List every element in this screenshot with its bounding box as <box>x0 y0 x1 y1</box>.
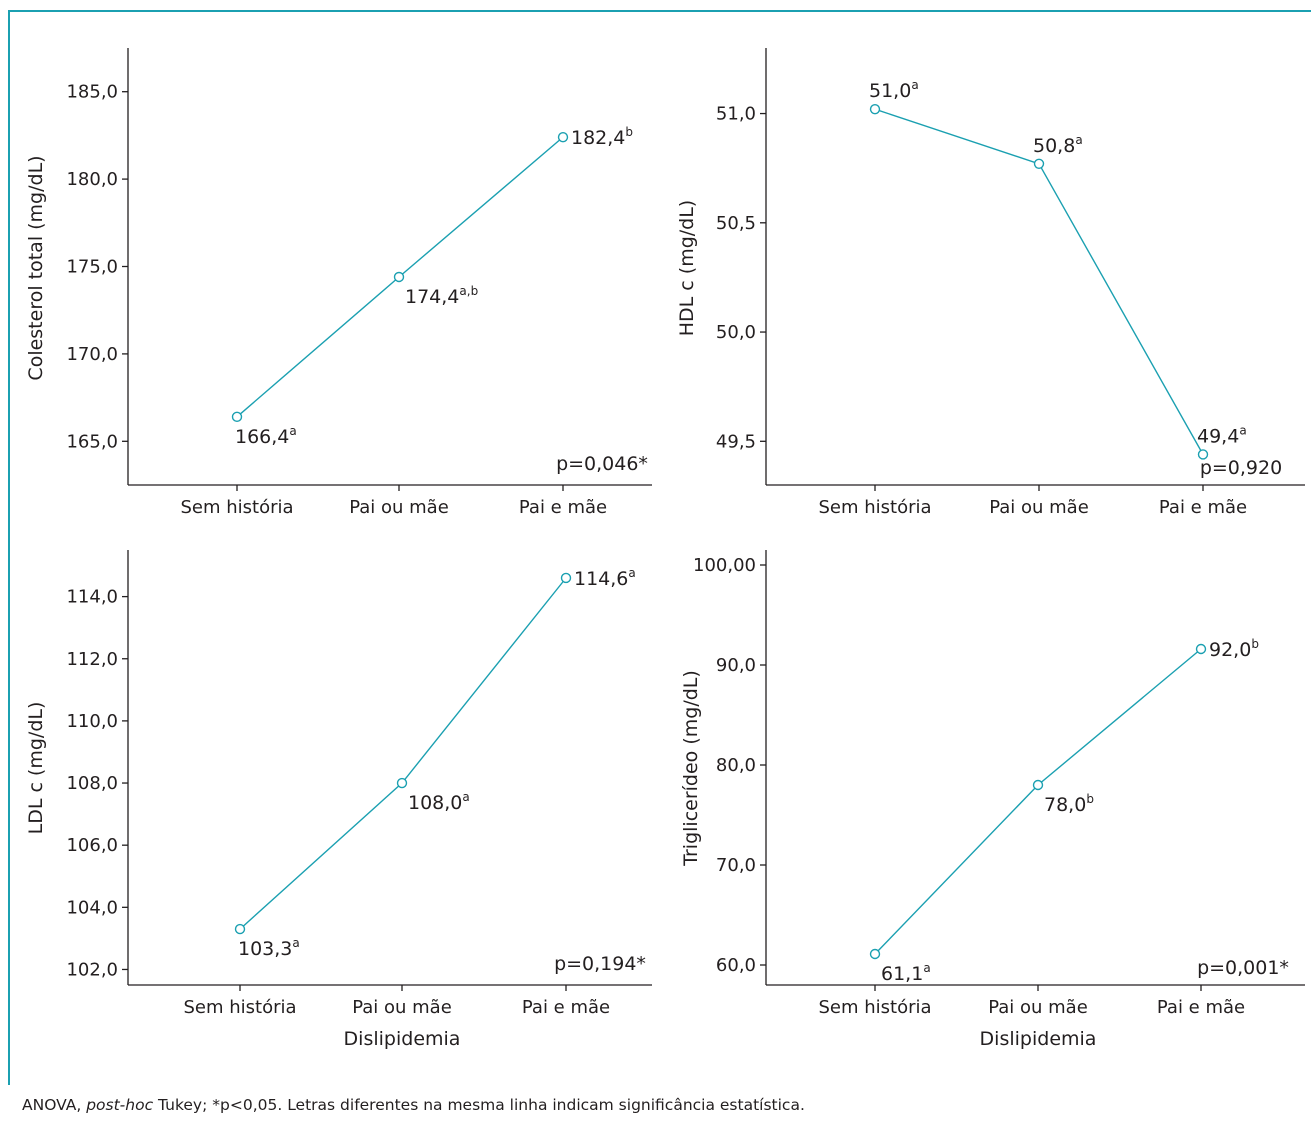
series-line <box>239 577 567 930</box>
y-tick-label: 106,0 <box>66 835 118 856</box>
chart-panel-1: 165,0 170,0 175,0 180,0 185,0 Sem história Pai… <box>25 48 652 518</box>
data-label: 174,4a,b <box>405 284 478 308</box>
data-label: 108,0a <box>408 790 470 814</box>
p-value-label: p=0,046* <box>556 453 648 475</box>
y-tick-label: 165,0 <box>66 431 118 452</box>
y-tick-label: 114,0 <box>66 587 118 608</box>
x-tick-label: Pai ou mãe <box>988 997 1088 1018</box>
footnote-part1: ANOVA, <box>22 1096 87 1114</box>
data-point <box>869 948 881 960</box>
x-tick-label: Sem história <box>818 997 931 1018</box>
chart-panel-3: 102,0 104,0 106,0 108,0 110,0 112,0 114,0 Sem h… <box>25 550 652 1050</box>
data-label-superscript: a <box>1239 423 1246 437</box>
x-tick-label: Pai e mãe <box>1159 497 1247 518</box>
data-point <box>396 777 408 789</box>
y-tick-label: 90,0 <box>716 655 756 676</box>
data-label-superscript: a <box>923 961 930 975</box>
x-tick-label: Pai ou mãe <box>989 497 1089 518</box>
data-label: 103,3a <box>238 936 300 960</box>
chart-panel-2: 49,5 50,0 50,5 51,0 Sem história Pai ou mãe Pa… <box>676 48 1305 518</box>
figure-frame <box>8 10 1311 1085</box>
x-tick-label: Pai e mãe <box>519 497 607 518</box>
x-tick-label: Pai e mãe <box>1157 997 1245 1018</box>
y-tick-label: 112,0 <box>66 649 118 670</box>
data-point <box>1195 643 1207 655</box>
data-point <box>234 923 246 935</box>
data-label-superscript: a <box>289 424 296 438</box>
data-label-superscript: a <box>911 78 918 92</box>
y-tick-label: 49,5 <box>716 431 756 452</box>
y-tick-label: 80,0 <box>716 755 756 776</box>
x-tick-label: Sem história <box>180 497 293 518</box>
y-tick-label: 60,0 <box>716 955 756 976</box>
data-label-superscript: a <box>1075 133 1082 147</box>
data-label: 182,4b <box>571 125 633 149</box>
y-tick-label: 108,0 <box>66 773 118 794</box>
data-point <box>557 131 569 143</box>
data-label: 61,1a <box>881 961 931 985</box>
x-axis-title: Dislipidemia <box>980 1028 1097 1050</box>
p-value-label: p=0,001* <box>1197 957 1289 979</box>
data-label-superscript: a <box>292 936 299 950</box>
data-label-superscript: b <box>1251 637 1259 651</box>
y-tick-label: 104,0 <box>66 897 118 918</box>
data-label: 78,0b <box>1044 792 1094 816</box>
p-value-label: p=0,920 <box>1200 457 1282 479</box>
data-point <box>560 572 572 584</box>
data-label: 92,0b <box>1209 637 1259 661</box>
data-label: 166,4a <box>235 424 297 448</box>
series-line <box>874 648 1202 955</box>
x-tick-label: Sem história <box>818 497 931 518</box>
data-point <box>393 271 405 283</box>
y-tick-label: 51,0 <box>716 104 756 125</box>
data-label-superscript: a <box>462 790 469 804</box>
footnote: ANOVA, post-hoc Tukey; *p<0,05. Letras d… <box>22 1096 805 1114</box>
x-axis-title: Dislipidemia <box>344 1028 461 1050</box>
data-label: 51,0a <box>869 78 919 102</box>
data-label: 49,4a <box>1197 423 1247 447</box>
x-tick-label: Pai e mãe <box>522 997 610 1018</box>
data-label-superscript: b <box>625 125 633 139</box>
y-axis-title: Colesterol total (mg/dL) <box>25 155 47 380</box>
y-tick-label: 102,0 <box>66 959 118 980</box>
data-label: 50,8a <box>1033 133 1083 157</box>
y-tick-label: 50,5 <box>716 213 756 234</box>
y-tick-label: 110,0 <box>66 711 118 732</box>
data-point <box>231 411 243 423</box>
data-point <box>869 103 881 115</box>
x-tick-label: Pai ou mãe <box>352 997 452 1018</box>
y-tick-label: 100,00 <box>693 555 756 576</box>
x-tick-label: Sem história <box>183 997 296 1018</box>
y-axis-title: HDL c (mg/dL) <box>676 200 698 336</box>
chart-panel-4: 60,0 70,0 80,0 90,0 100,00 Sem história Pai ou… <box>680 550 1305 1050</box>
data-label-superscript: a <box>628 566 635 580</box>
y-tick-label: 50,0 <box>716 322 756 343</box>
x-tick-label: Pai ou mãe <box>349 497 449 518</box>
data-label-superscript: b <box>1086 792 1094 806</box>
data-point <box>1197 449 1209 460</box>
p-value-label: p=0,194* <box>554 953 646 975</box>
footnote-part3: Tukey; *p<0,05. Letras diferentes na mes… <box>153 1096 805 1114</box>
y-tick-label: 70,0 <box>716 855 756 876</box>
y-tick-label: 180,0 <box>66 169 118 190</box>
data-label: 114,6a <box>574 566 636 590</box>
y-tick-label: 170,0 <box>66 344 118 365</box>
y-tick-label: 175,0 <box>66 257 118 278</box>
y-tick-label: 185,0 <box>66 82 118 103</box>
data-label-superscript: a,b <box>459 284 478 298</box>
data-point <box>1033 158 1045 170</box>
footnote-posthoc: post-hoc <box>86 1096 154 1114</box>
y-axis-title: Triglicerídeo (mg/dL) <box>680 670 702 867</box>
y-axis-title: LDL c (mg/dL) <box>25 702 47 835</box>
data-point <box>1032 779 1044 791</box>
